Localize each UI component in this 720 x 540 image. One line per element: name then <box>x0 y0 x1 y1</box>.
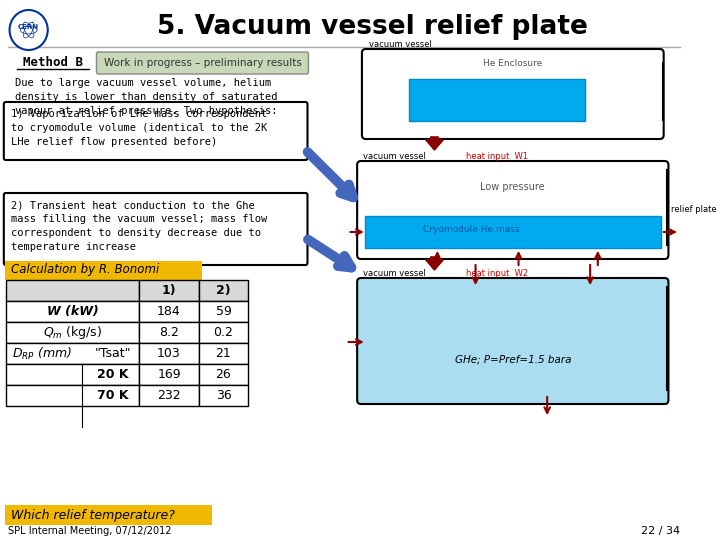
Text: Cryomodule He mass: Cryomodule He mass <box>423 225 520 233</box>
Bar <box>199 364 248 385</box>
Bar <box>199 322 248 343</box>
Text: W (kW): W (kW) <box>47 305 99 318</box>
Bar <box>6 343 140 364</box>
Bar <box>140 301 199 322</box>
Text: Method B: Method B <box>22 56 83 69</box>
FancyBboxPatch shape <box>96 52 308 74</box>
Text: vacuum vessel: vacuum vessel <box>363 269 426 278</box>
FancyBboxPatch shape <box>357 278 668 404</box>
FancyBboxPatch shape <box>4 193 307 265</box>
Text: 2): 2) <box>216 284 231 297</box>
Bar <box>6 301 140 322</box>
Text: 169: 169 <box>157 368 181 381</box>
Text: 59: 59 <box>215 305 231 318</box>
FancyBboxPatch shape <box>362 49 664 139</box>
Text: Low pressure: Low pressure <box>480 182 545 192</box>
Bar <box>199 343 248 364</box>
Text: 1) Vaporization of LHe mass correspondent
to cryomodule volume (identical to the: 1) Vaporization of LHe mass corresponden… <box>12 109 268 147</box>
Text: GHe; P=Pref=1.5 bara: GHe; P=Pref=1.5 bara <box>454 355 571 365</box>
Bar <box>140 343 199 364</box>
Text: 21: 21 <box>215 347 231 360</box>
Text: 70 K: 70 K <box>97 389 128 402</box>
Polygon shape <box>426 137 443 150</box>
Text: He Enclosure: He Enclosure <box>483 58 542 68</box>
FancyBboxPatch shape <box>4 102 307 160</box>
Text: 8.2: 8.2 <box>159 326 179 339</box>
Bar <box>140 322 199 343</box>
Text: 1): 1) <box>162 284 176 297</box>
FancyBboxPatch shape <box>5 261 202 280</box>
Bar <box>365 216 661 248</box>
Bar <box>199 385 248 406</box>
Text: Calculation by R. Bonomi: Calculation by R. Bonomi <box>12 264 160 276</box>
Bar <box>6 280 140 301</box>
Text: 0.2: 0.2 <box>214 326 233 339</box>
Text: $Q_m$ (kg/s): $Q_m$ (kg/s) <box>43 324 102 341</box>
Bar <box>6 322 140 343</box>
Bar <box>199 301 248 322</box>
Text: heat input  W2: heat input W2 <box>466 269 528 278</box>
Bar <box>140 385 199 406</box>
Text: SPL Internal Meeting, 07/12/2012: SPL Internal Meeting, 07/12/2012 <box>8 526 171 536</box>
Bar <box>6 385 140 406</box>
Bar <box>140 364 199 385</box>
Bar <box>140 280 199 301</box>
Text: 36: 36 <box>215 389 231 402</box>
Text: $D_{RP}$ (mm): $D_{RP}$ (mm) <box>12 346 72 362</box>
Text: 184: 184 <box>157 305 181 318</box>
Text: 5. Vacuum vessel relief plate: 5. Vacuum vessel relief plate <box>157 14 588 40</box>
Text: vacuum vessel: vacuum vessel <box>369 40 431 49</box>
Circle shape <box>9 10 48 50</box>
Text: "Tsat": "Tsat" <box>94 347 131 360</box>
Text: CERN: CERN <box>18 24 39 30</box>
FancyBboxPatch shape <box>5 505 212 525</box>
Text: 26: 26 <box>215 368 231 381</box>
Text: Work in progress – preliminary results: Work in progress – preliminary results <box>104 58 302 68</box>
Text: 232: 232 <box>157 389 181 402</box>
FancyBboxPatch shape <box>357 161 668 259</box>
Bar <box>6 364 140 385</box>
Text: 2) Transient heat conduction to the Ghe
mass filling the vacuum vessel; mass flo: 2) Transient heat conduction to the Ghe … <box>12 200 268 252</box>
Text: Due to large vacuum vessel volume, helium
density is lower than density of satur: Due to large vacuum vessel volume, heliu… <box>15 78 278 116</box>
Text: 20 K: 20 K <box>97 368 128 381</box>
Text: relief plate: relief plate <box>671 206 717 214</box>
Bar <box>409 79 585 121</box>
Text: 103: 103 <box>157 347 181 360</box>
Text: Which relief temperature?: Which relief temperature? <box>12 509 176 522</box>
Text: 22 / 34: 22 / 34 <box>641 526 680 536</box>
Text: vacuum vessel: vacuum vessel <box>363 152 426 161</box>
Text: heat input  W1: heat input W1 <box>466 152 528 161</box>
Bar <box>199 280 248 301</box>
Polygon shape <box>426 257 443 270</box>
